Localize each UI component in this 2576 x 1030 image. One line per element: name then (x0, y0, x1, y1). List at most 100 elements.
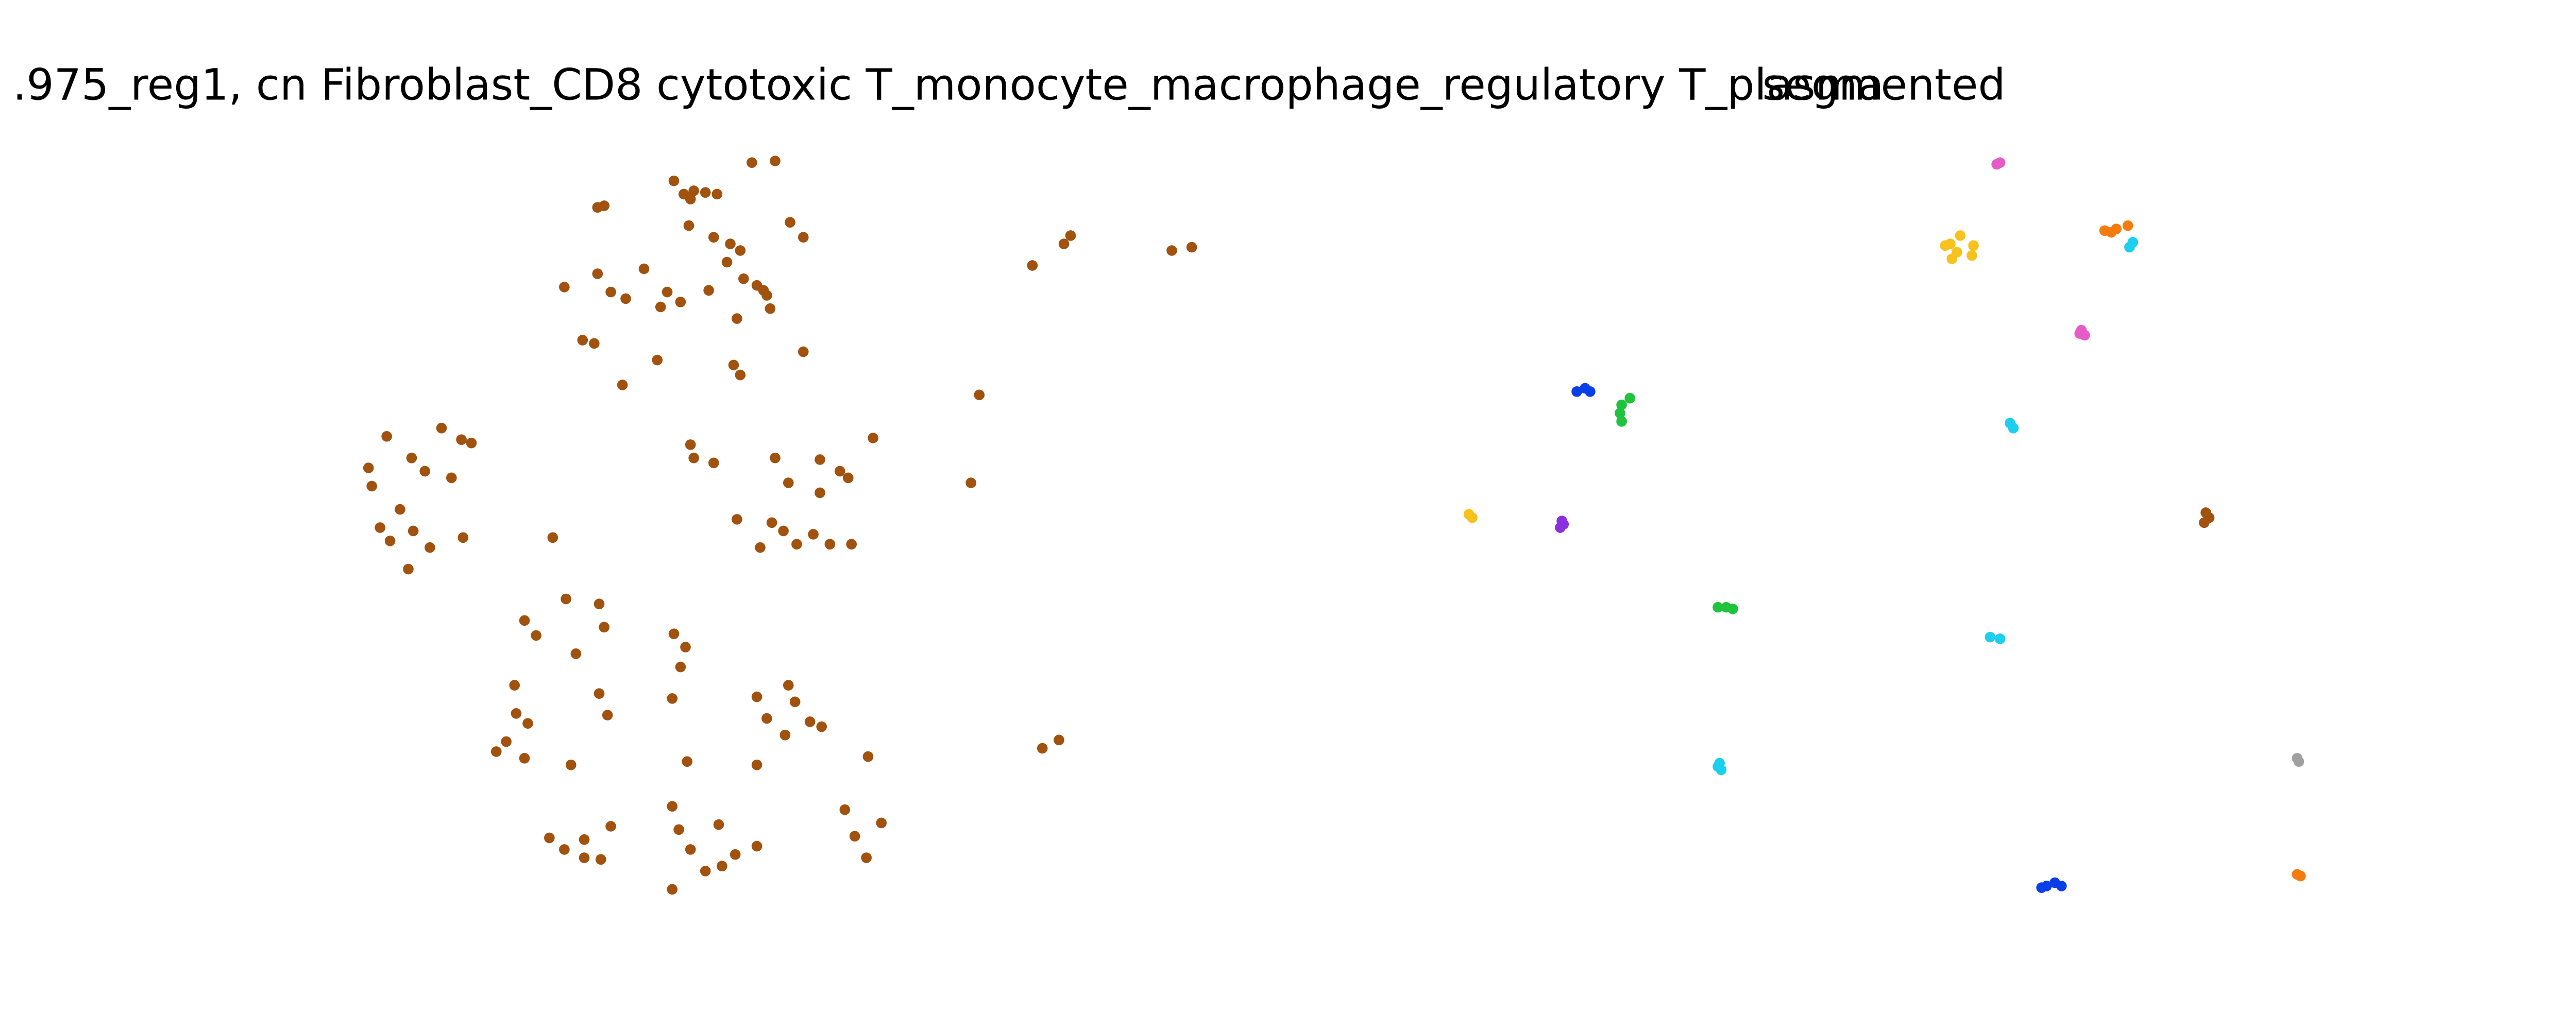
point (577, 335, 588, 346)
point (1967, 250, 1977, 261)
point (675, 297, 686, 307)
point (735, 369, 746, 381)
point (725, 238, 736, 249)
point (815, 487, 825, 499)
point (868, 433, 878, 443)
point (366, 480, 377, 492)
point (766, 517, 777, 528)
point (751, 759, 762, 770)
point (815, 454, 825, 465)
point (2074, 328, 2086, 339)
point (779, 729, 791, 741)
point (778, 525, 789, 537)
point (1585, 386, 1596, 397)
point (2295, 870, 2306, 882)
point (446, 472, 457, 484)
point (501, 736, 512, 747)
point (735, 245, 746, 256)
point (791, 539, 802, 550)
point (974, 389, 985, 401)
point (2204, 512, 2215, 523)
point (732, 313, 742, 324)
point (594, 688, 605, 699)
point (2036, 882, 2047, 893)
point (522, 718, 533, 729)
point (1727, 604, 1738, 614)
point (1186, 242, 1197, 253)
point (1615, 407, 1625, 419)
point (2124, 242, 2135, 253)
point (816, 721, 827, 732)
point (570, 648, 582, 659)
point (1037, 743, 1048, 754)
point (408, 525, 419, 537)
point (824, 539, 836, 550)
point (559, 844, 570, 855)
point (798, 346, 809, 357)
point (1940, 240, 1951, 251)
point (703, 285, 714, 296)
point (876, 817, 887, 829)
chart-title: segmented (1762, 60, 2006, 110)
point (561, 593, 571, 605)
point (708, 457, 719, 469)
point (466, 437, 477, 449)
point (1994, 157, 2006, 168)
point (783, 680, 794, 691)
point (375, 522, 386, 533)
point (1713, 761, 1723, 772)
point (700, 187, 711, 198)
point (419, 466, 431, 477)
point (579, 834, 590, 845)
point (406, 452, 417, 464)
point (834, 466, 845, 477)
point (730, 849, 741, 860)
point (751, 840, 762, 852)
point (798, 232, 809, 243)
point (531, 630, 541, 641)
point (1624, 392, 1635, 404)
point (708, 232, 719, 243)
point (785, 217, 795, 228)
point (509, 680, 520, 691)
point (783, 477, 794, 488)
point (761, 713, 772, 724)
point (808, 529, 819, 540)
point (599, 200, 609, 211)
point (363, 462, 374, 473)
point (384, 535, 396, 546)
point (846, 539, 857, 550)
point (839, 804, 851, 815)
point (662, 286, 673, 298)
point (685, 439, 696, 450)
point (1955, 230, 1966, 241)
point (770, 452, 781, 464)
point (579, 852, 590, 863)
point (456, 434, 467, 445)
point (1968, 240, 1979, 251)
point (2122, 220, 2133, 231)
point (2008, 422, 2019, 434)
point (751, 691, 762, 702)
point (862, 751, 874, 762)
point (559, 282, 570, 293)
point (1946, 253, 1957, 264)
point (425, 542, 435, 553)
point (2056, 881, 2067, 891)
point (713, 819, 724, 830)
point (667, 884, 678, 895)
point (680, 642, 691, 653)
point (457, 532, 469, 543)
point (1027, 260, 1038, 271)
point (592, 268, 603, 279)
point (519, 615, 530, 626)
point (683, 220, 694, 231)
point (594, 598, 605, 609)
point (490, 746, 502, 757)
point (381, 431, 392, 442)
point (1065, 230, 1076, 241)
point (685, 194, 696, 204)
point (673, 824, 684, 835)
